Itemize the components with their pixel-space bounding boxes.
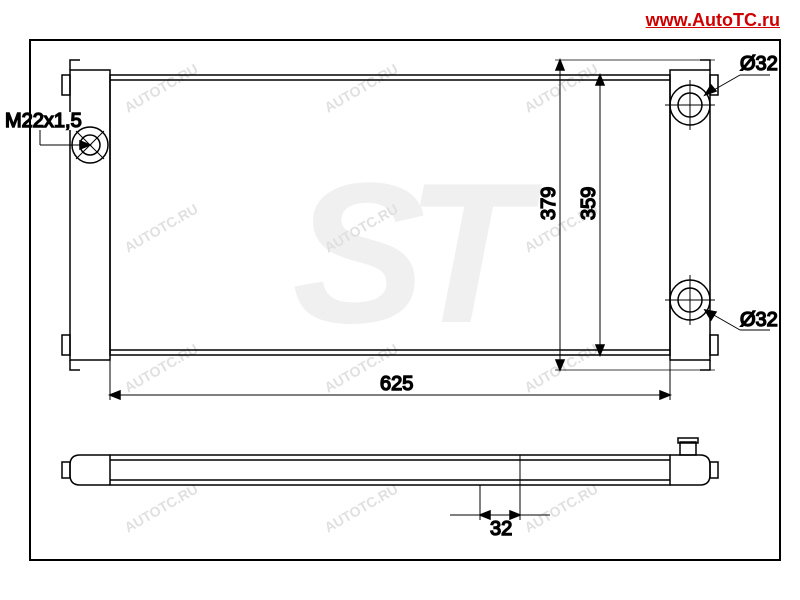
dim-height-outer: 379 (538, 187, 560, 220)
dim-port-top: Ø32 (740, 53, 778, 75)
url-link[interactable]: www.AutoTC.ru (646, 10, 780, 31)
diagram-svg: 625 379 359 M22x1,5 Ø32 Ø32 (0, 0, 800, 600)
dim-port-bottom: Ø32 (740, 309, 778, 331)
dim-height-inner: 359 (578, 187, 600, 220)
dim-core-width: 625 (380, 373, 413, 395)
dim-thread: M22x1,5 (5, 110, 82, 132)
dim-thickness: 32 (490, 518, 512, 540)
